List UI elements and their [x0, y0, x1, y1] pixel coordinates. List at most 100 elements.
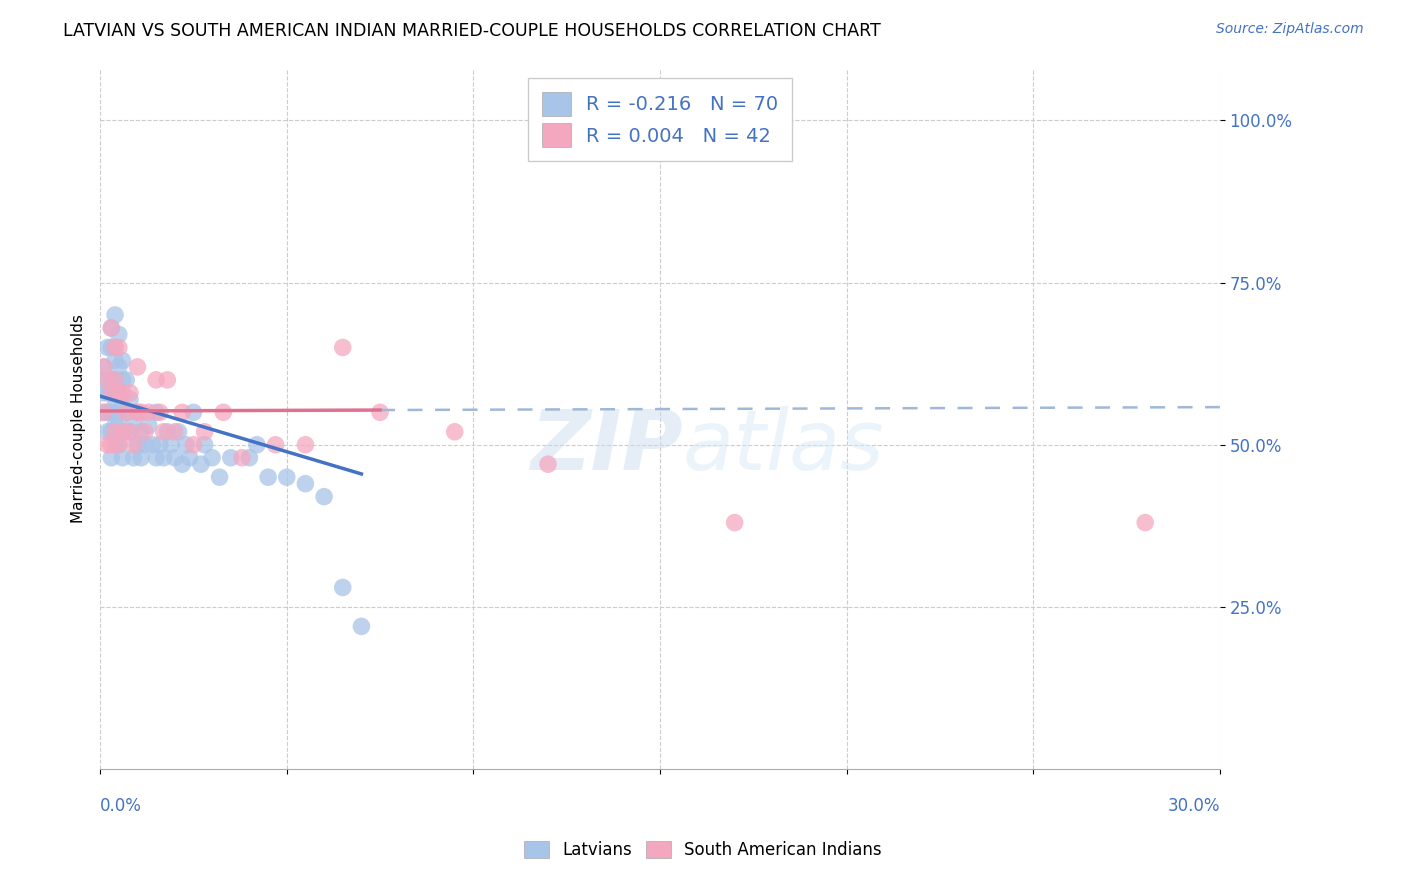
Point: [129, 450, 152, 465]
Point: [201, 450, 224, 465]
Point: [172, 405, 194, 419]
Text: atlas: atlas: [682, 407, 884, 487]
Point: [152, 425, 174, 439]
Point: [107, 385, 129, 400]
Point: [149, 405, 172, 419]
Point: [134, 438, 156, 452]
Point: [208, 470, 231, 484]
Point: [443, 425, 465, 439]
Point: [111, 353, 134, 368]
Point: [238, 450, 260, 465]
Point: [246, 438, 269, 452]
Point: [111, 399, 134, 413]
Point: [129, 425, 152, 439]
Point: [129, 405, 152, 419]
Point: [93, 405, 115, 419]
Point: [264, 438, 287, 452]
Point: [100, 405, 122, 419]
Point: [118, 385, 141, 400]
Point: [312, 490, 335, 504]
Point: [294, 438, 316, 452]
Point: [219, 450, 242, 465]
Point: [104, 308, 127, 322]
Point: [115, 405, 138, 419]
Point: [141, 438, 163, 452]
Point: [127, 405, 149, 419]
Point: [104, 373, 127, 387]
Point: [100, 425, 122, 439]
Point: [104, 353, 127, 368]
Point: [100, 438, 122, 452]
Point: [97, 385, 120, 400]
Point: [134, 425, 156, 439]
Point: [160, 438, 183, 452]
Point: [93, 405, 115, 419]
Point: [127, 438, 149, 452]
Point: [107, 327, 129, 342]
Point: [104, 399, 127, 413]
Text: 30.0%: 30.0%: [1167, 797, 1220, 815]
Point: [231, 450, 253, 465]
Point: [1135, 516, 1157, 530]
Text: ZIP: ZIP: [530, 407, 682, 487]
Point: [145, 373, 167, 387]
Point: [111, 425, 134, 439]
Point: [724, 516, 747, 530]
Point: [100, 373, 122, 387]
Point: [93, 385, 115, 400]
Point: [138, 418, 160, 433]
Point: [156, 425, 179, 439]
Point: [97, 373, 120, 387]
Point: [107, 385, 129, 400]
Point: [167, 425, 190, 439]
Point: [100, 450, 122, 465]
Point: [118, 425, 141, 439]
Point: [107, 359, 129, 374]
Point: [97, 425, 120, 439]
Point: [183, 405, 205, 419]
Point: [149, 438, 172, 452]
Point: [194, 438, 217, 452]
Text: Source: ZipAtlas.com: Source: ZipAtlas.com: [1216, 22, 1364, 37]
Point: [107, 438, 129, 452]
Point: [152, 450, 174, 465]
Point: [104, 341, 127, 355]
Point: [190, 457, 212, 471]
Point: [332, 341, 354, 355]
Text: 0.0%: 0.0%: [100, 797, 142, 815]
Point: [163, 450, 186, 465]
Point: [93, 359, 115, 374]
Point: [115, 373, 138, 387]
Point: [100, 321, 122, 335]
Point: [212, 405, 235, 419]
Point: [350, 619, 373, 633]
Point: [332, 581, 354, 595]
Point: [111, 373, 134, 387]
Point: [104, 425, 127, 439]
Legend: R = -0.216   N = 70, R = 0.004   N = 42: R = -0.216 N = 70, R = 0.004 N = 42: [529, 78, 792, 161]
Point: [179, 450, 201, 465]
Point: [104, 373, 127, 387]
Point: [97, 341, 120, 355]
Point: [97, 373, 120, 387]
Point: [111, 425, 134, 439]
Point: [107, 412, 129, 426]
Point: [111, 385, 134, 400]
Point: [97, 438, 120, 452]
Point: [118, 392, 141, 407]
Point: [100, 341, 122, 355]
Point: [368, 405, 391, 419]
Point: [115, 405, 138, 419]
Point: [138, 405, 160, 419]
Point: [107, 341, 129, 355]
Point: [104, 438, 127, 452]
Point: [172, 457, 194, 471]
Point: [194, 425, 217, 439]
Point: [183, 438, 205, 452]
Point: [100, 385, 122, 400]
Point: [122, 438, 145, 452]
Point: [127, 405, 149, 419]
Point: [122, 418, 145, 433]
Point: [156, 373, 179, 387]
Point: [97, 405, 120, 419]
